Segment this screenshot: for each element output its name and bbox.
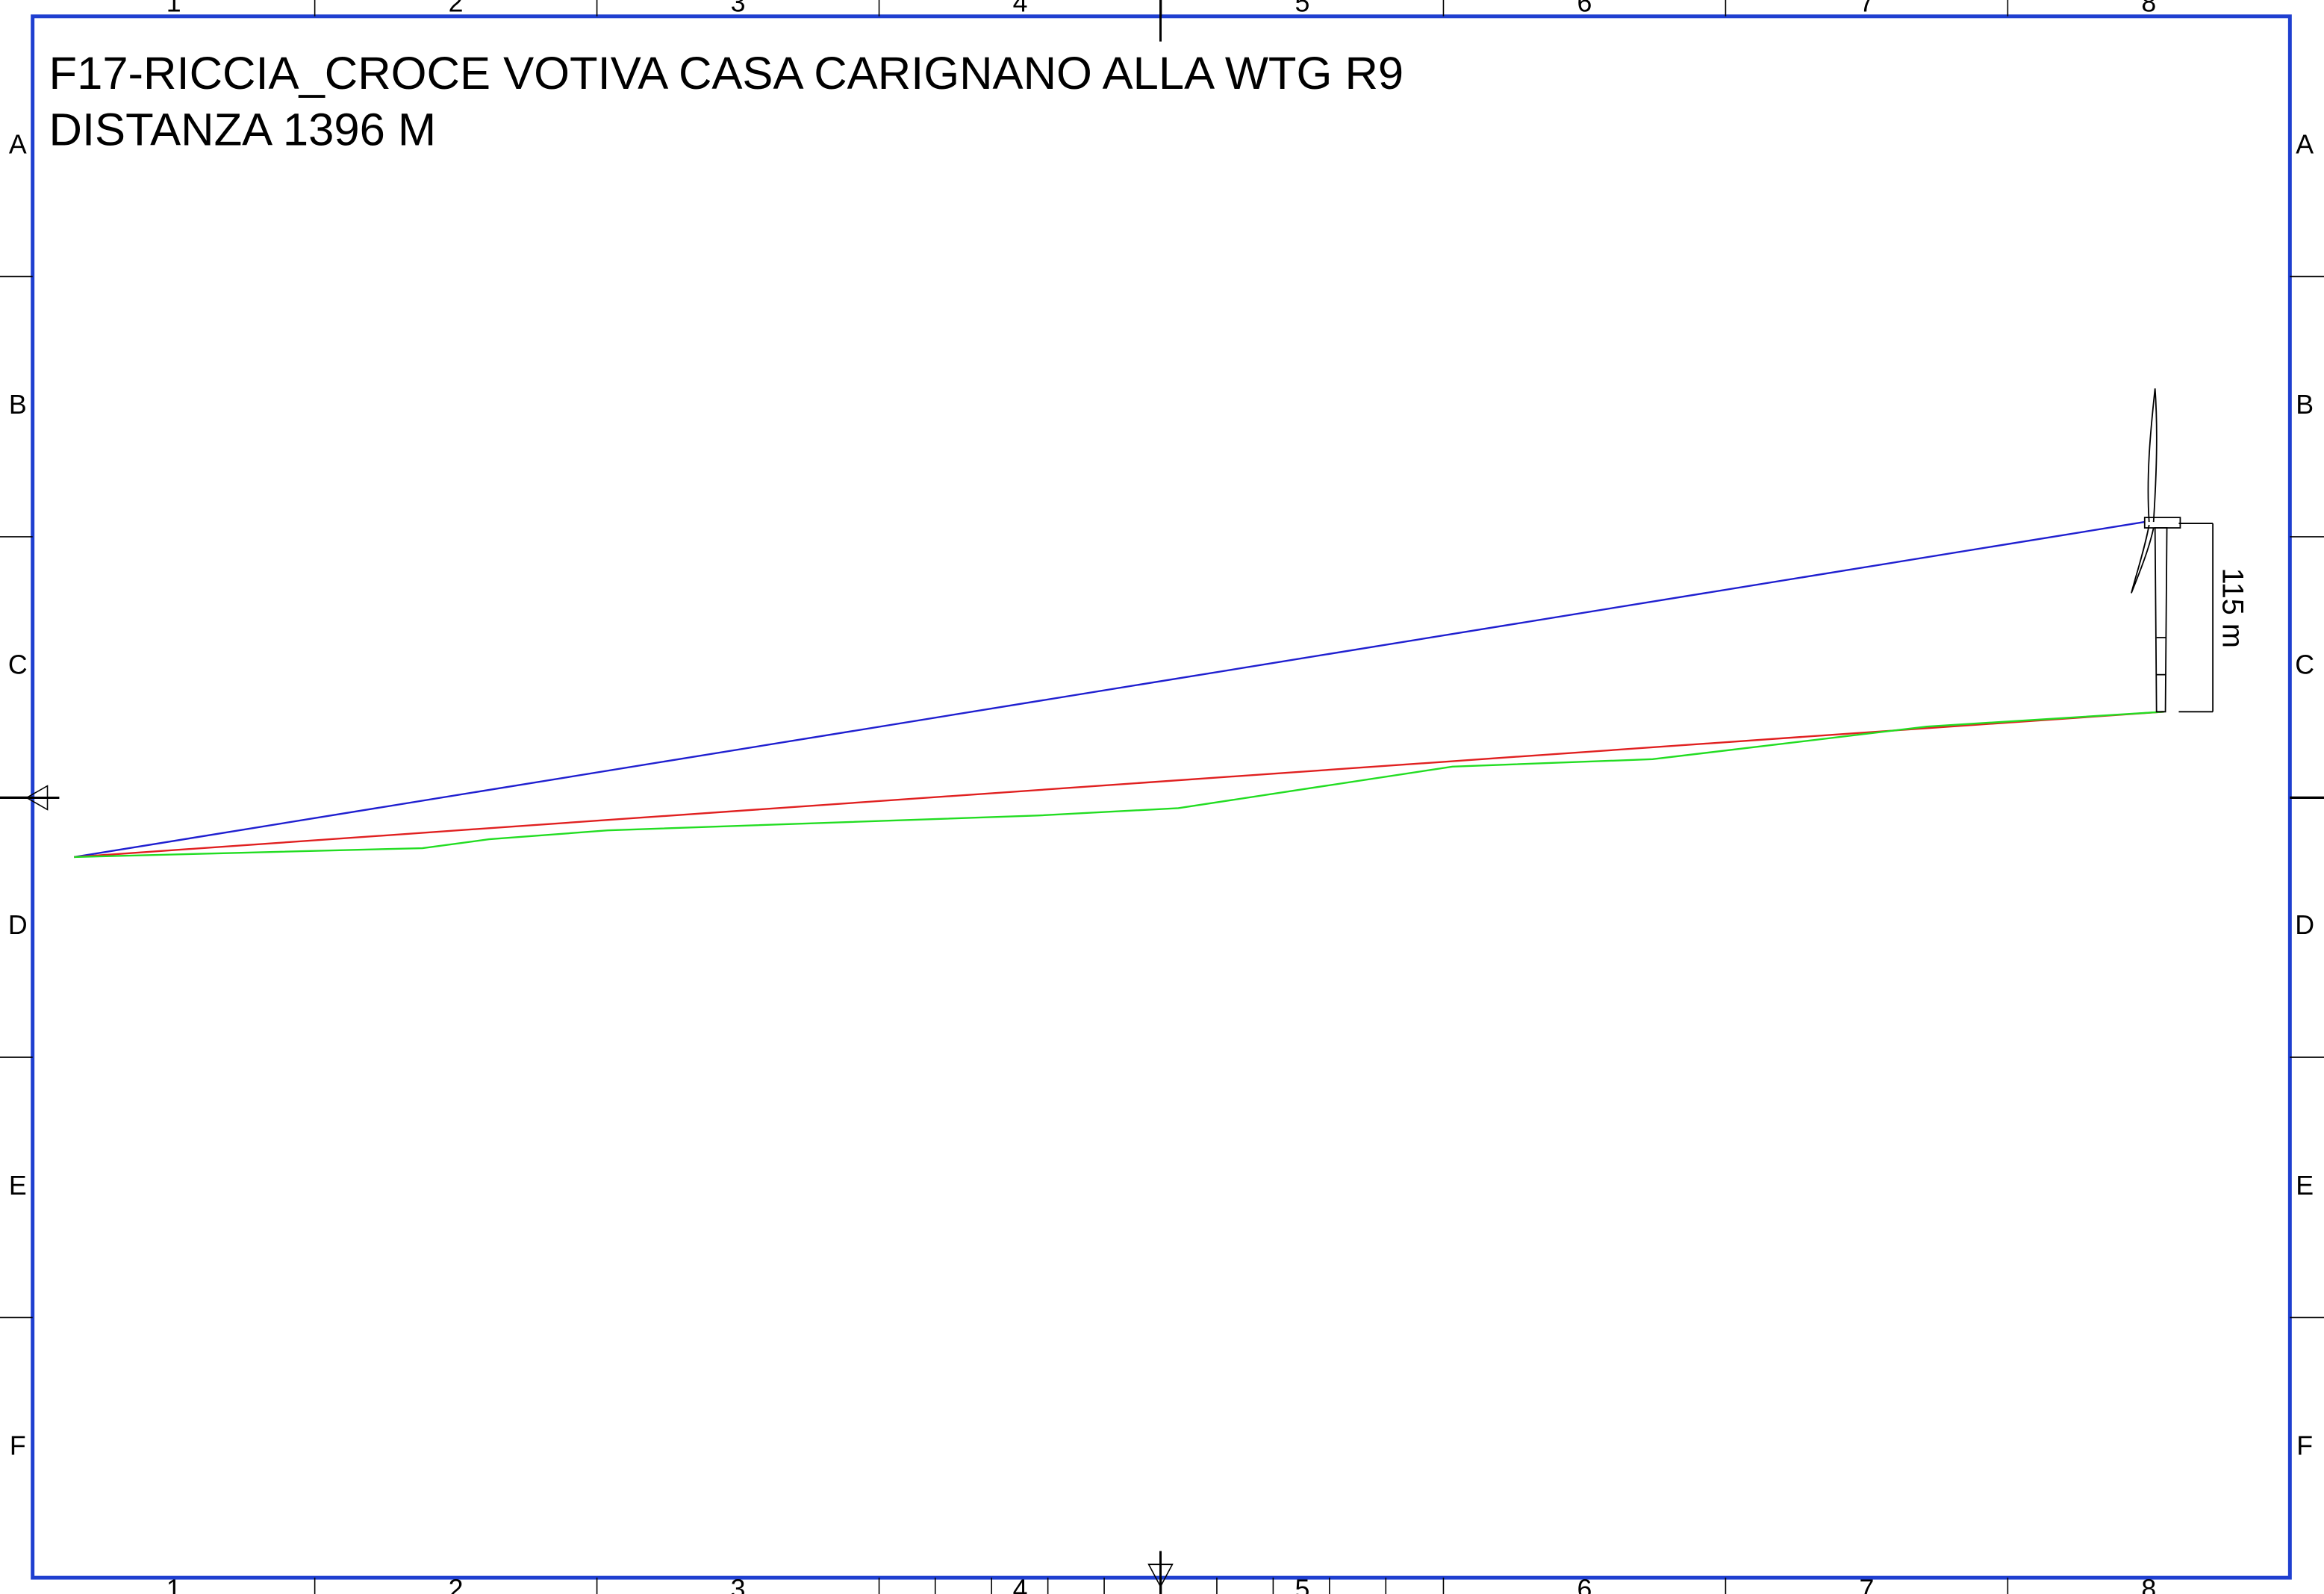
row-label: F [10,1430,26,1460]
row-label: F [2296,1430,2313,1460]
row-label: E [2296,1171,2314,1201]
orientation-arrow [1147,1563,1174,1588]
column-label: 1 [166,1574,181,1594]
column-label: 4 [1013,0,1028,17]
dimension [2178,523,2214,713]
scale-ticks [934,1578,1387,1594]
column-label: 7 [1859,1574,1874,1594]
column-label: 8 [2141,1574,2156,1594]
wind-turbine [2131,388,2181,713]
row-label: D [2295,910,2314,940]
column-label: 2 [449,1574,464,1594]
column-label: 4 [1013,1574,1028,1594]
column-label: 3 [731,1574,746,1594]
sight-line-top [74,520,2145,859]
row-label: E [9,1171,27,1201]
frame [31,14,2292,1580]
row-label: C [8,650,28,680]
column-label: 3 [731,0,746,17]
column-label: 2 [449,0,464,17]
column-label: 8 [2141,0,2156,17]
subtitle: DISTANZA 1396 M [49,105,437,156]
orientation-arrow [25,785,49,811]
title: F17-RICCIA_CROCE VOTIVA CASA CARIGNANO A… [49,48,1404,99]
terrain-profile [74,711,2164,859]
column-label: 1 [166,0,181,17]
row-label: A [9,130,27,160]
column-label: 6 [1577,0,1592,17]
row-label: A [2296,130,2314,160]
sight-line-base [74,711,2164,859]
dimension-label: 115 m [2216,568,2249,648]
row-label: D [8,910,28,940]
row-label: C [2295,650,2314,680]
column-label: 5 [1295,0,1310,17]
column-label: 6 [1577,1574,1592,1594]
row-label: B [9,390,27,420]
column-label: 7 [1859,0,1874,17]
column-label: 5 [1295,1574,1310,1594]
row-label: B [2296,390,2314,420]
